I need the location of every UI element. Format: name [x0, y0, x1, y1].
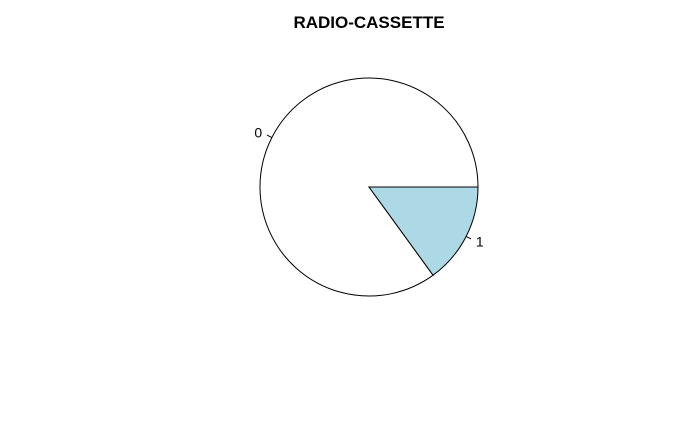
pie-labels: 01: [254, 125, 483, 250]
pie-label-tick-1: [465, 236, 472, 240]
pie-label-0: 0: [254, 125, 262, 141]
pie-slices: [259, 77, 479, 297]
pie-label-1: 1: [476, 233, 484, 249]
pie-slice-0: [259, 77, 479, 297]
pie-label-tick-0: [266, 134, 273, 138]
chart-title: RADIO-CASSETTE: [293, 13, 444, 32]
